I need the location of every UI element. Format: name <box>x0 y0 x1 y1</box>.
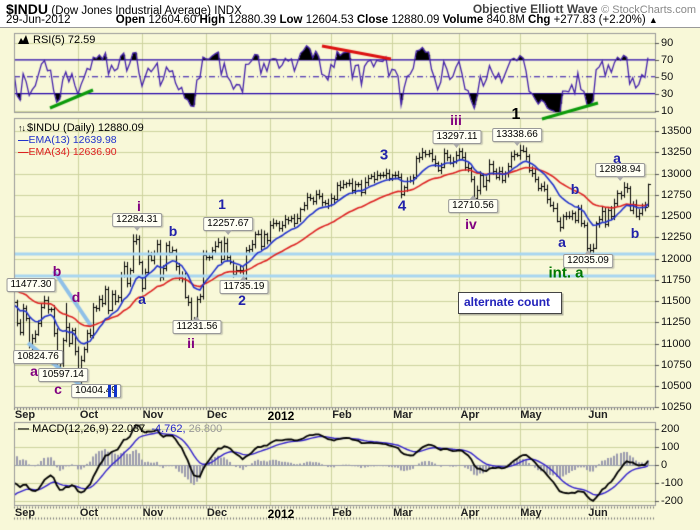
low-label: Low <box>279 14 303 26</box>
main-legend: ↑↓ $INDU (Daily) 12880.09 —EMA(13) 12639.… <box>18 122 144 158</box>
open-value: 12604.60 <box>148 14 197 26</box>
volume-value: 840.8M <box>486 14 525 26</box>
macd-signal-value: 26.800 <box>188 423 223 435</box>
close-label: Close <box>356 14 389 26</box>
open-label: Open <box>115 14 146 26</box>
ema34-swatch: — <box>18 146 29 158</box>
high-label: High <box>199 14 226 26</box>
ema34-label: EMA(34) 12636.90 <box>28 146 117 158</box>
brand-line: Objective Elliott Wave © StockCharts.com <box>473 2 696 16</box>
alternate-count-box: alternate count <box>458 292 562 314</box>
brand-name: Objective Elliott Wave <box>472 2 598 16</box>
macd-value: 22.037, <box>111 423 149 435</box>
volume-label: Volume <box>442 14 484 26</box>
area-chart-icon <box>18 35 30 47</box>
copyright: © StockCharts.com <box>601 4 696 16</box>
symbol: $INDU <box>6 1 49 17</box>
rsi-label: RSI(5) 72.59 <box>33 34 96 46</box>
arrows-icon: ↑↓ <box>18 123 26 133</box>
symbol-line: $INDU (Dow Jones Industrial Average) IND… <box>6 1 242 17</box>
up-triangle-icon: ▲ <box>648 15 658 25</box>
chart-header: $INDU (Dow Jones Industrial Average) IND… <box>0 0 700 28</box>
macd-label: MACD(12,26,9) <box>32 423 109 435</box>
quote-line: 29-Jun-2012 Open 12604.60 High 12880.39 … <box>6 14 658 26</box>
alternate-count-text: alternate count <box>464 295 551 309</box>
change-label: Chg <box>528 14 551 26</box>
close-value: 12880.09 <box>391 14 440 26</box>
exchange: INDX <box>214 5 242 17</box>
macd-swatch: — <box>18 423 29 435</box>
change-value: +277.83 (+2.20%) <box>553 14 646 26</box>
high-value: 12880.39 <box>228 14 277 26</box>
rsi-legend: RSI(5) 72.59 <box>18 34 95 47</box>
macd-histogram-value: -4.762, <box>151 423 186 435</box>
macd-legend: — MACD(12,26,9) 22.037, -4.762, 26.800 <box>18 423 222 435</box>
low-value: 12604.53 <box>305 14 354 26</box>
ema13-swatch: — <box>18 134 29 146</box>
main-title: $INDU (Daily) 12880.09 <box>27 122 144 134</box>
symbol-description: (Dow Jones Industrial Average) <box>51 5 211 17</box>
ema13-label: EMA(13) 12639.98 <box>28 134 117 146</box>
quote-date: 29-Jun-2012 <box>6 14 71 26</box>
